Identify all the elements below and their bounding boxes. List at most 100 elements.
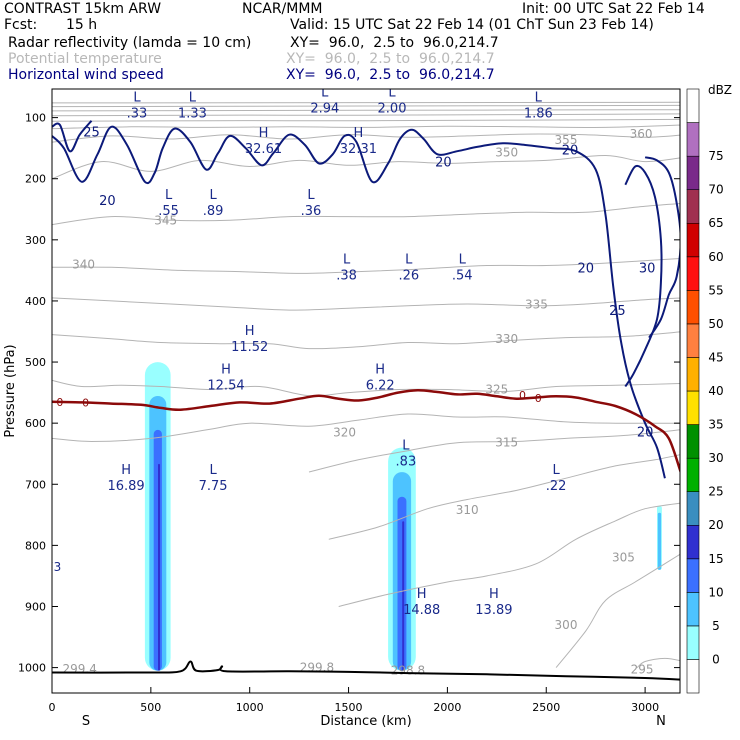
reflectivity-cell-1-layer-3 — [397, 496, 407, 671]
wind-contours: 25 20 20 20 20 25 30 20 — [52, 120, 680, 479]
wind-label-0: 25 — [83, 126, 100, 141]
colorbar-label-10: 10 — [708, 585, 723, 599]
field-wind: Horizontal wind speed — [8, 67, 164, 83]
y-tick-label-700: 700 — [25, 478, 46, 491]
annotation-H-marker-20: H — [417, 587, 427, 602]
annotation-L-value-18: 7.75 — [199, 479, 228, 494]
wind-label-3: 20 — [562, 143, 579, 158]
annotation-L-marker-1: L — [189, 90, 197, 105]
wind-label-4: 20 — [578, 261, 595, 276]
annotation-L-marker-11: L — [405, 252, 413, 267]
theta-label-16: 298.8 — [391, 664, 425, 678]
freezing-level-label-3: 0 — [535, 392, 542, 405]
annotation-L-value-4: 1.86 — [524, 106, 553, 121]
x-tick-label-0: 0 — [49, 701, 56, 714]
annotation-H-marker-13: H — [245, 324, 255, 339]
wind-contour-0-20 — [52, 125, 666, 479]
theta-contour-320 — [52, 413, 680, 443]
colorbar-bin-14 — [686, 189, 700, 224]
annotation-L-marker-2: L — [321, 86, 329, 101]
colorbar-bin-12 — [686, 256, 700, 291]
annotation-L-marker-8: L — [209, 188, 217, 203]
theta-contour-385 — [52, 101, 680, 104]
wind-label-7: 20 — [637, 426, 654, 441]
theta-label-11: 350 — [495, 145, 518, 159]
annotation-L-marker-18: L — [209, 463, 217, 478]
theta-contour-345 — [52, 203, 680, 226]
annotation-L-value-7: .55 — [158, 204, 179, 219]
annotation-L-value-8: .89 — [203, 204, 224, 219]
freezing-level-label-1: 0 — [82, 396, 89, 409]
annotation-L-value-19: .22 — [546, 479, 567, 494]
colorbar-bin-17 — [686, 88, 700, 123]
theta-label-3: 330 — [495, 332, 518, 346]
annotation-L-marker-19: L — [552, 463, 560, 478]
reflectivity-cell-1-layer-4 — [402, 521, 405, 671]
y-tick-label-300: 300 — [25, 234, 46, 247]
annotation-H-marker-15: H — [375, 362, 385, 377]
header-model: CONTRAST 15km ARW — [4, 1, 162, 17]
theta-contour-370 — [52, 113, 680, 117]
annotation-H-marker-17: H — [121, 463, 131, 478]
annotation-H-marker-14: H — [221, 362, 231, 377]
theta-contour-375 — [52, 109, 680, 112]
x-tick-label-2000: 2000 — [433, 701, 461, 714]
colorbar-bin-15 — [686, 155, 700, 191]
annotation-H-value-20: 14.88 — [403, 603, 440, 618]
colorbar-label-65: 65 — [708, 216, 723, 230]
x-tick-label-500: 500 — [140, 701, 161, 714]
terrain-line — [52, 660, 680, 681]
field-reflectivity: Radar reflectivity (lamda = 10 cm) — [8, 35, 252, 51]
annotation-L-marker-4: L — [535, 90, 543, 105]
x-axis-label: Distance (km) — [320, 714, 411, 729]
colorbar-label-50: 50 — [708, 317, 723, 331]
theta-label-1: 340 — [72, 257, 95, 271]
reflectivity-layer — [144, 362, 662, 671]
y-tick-label-600: 600 — [25, 417, 46, 430]
annotation-H-marker-21: H — [489, 587, 499, 602]
theta-label-12: 355 — [555, 133, 578, 147]
annotation-L-marker-3: L — [388, 86, 396, 101]
wind-label-6: 30 — [639, 261, 656, 276]
colorbar-bin-6 — [686, 457, 700, 493]
annotation-L-marker-12: L — [459, 252, 467, 267]
freezing-level-label-2: 0 — [519, 389, 526, 402]
reflectivity-cell-0-layer-4 — [158, 463, 160, 671]
annotation-H-value-5: 32.61 — [245, 142, 282, 157]
colorbar-bin-2 — [686, 591, 700, 627]
colorbar-bin-8 — [686, 390, 700, 425]
x-tick-label-1000: 1000 — [236, 701, 264, 714]
x-end-label-north: N — [656, 714, 666, 729]
x-tick-label-3000: 3000 — [631, 701, 659, 714]
annotation-H-value-15: 6.22 — [366, 378, 395, 393]
colorbar-label-60: 60 — [708, 250, 723, 264]
y-tick-label-500: 500 — [25, 356, 46, 369]
annotation-H-marker-5: H — [259, 126, 269, 141]
colorbar-bin-9 — [686, 357, 700, 392]
field-theta-xy: XY= 96.0, 2.5 to 96.0,214.7 — [286, 51, 495, 67]
theta-label-10: 295 — [631, 662, 654, 676]
y-tick-label-100: 100 — [25, 112, 46, 125]
terrain — [52, 660, 680, 681]
y-axis-label: Pressure (hPa) — [3, 344, 18, 437]
annotation-H-value-21: 13.89 — [475, 603, 512, 618]
y-tick-label-1000: 1000 — [18, 662, 46, 675]
annotation-H-value-13: 11.52 — [231, 340, 268, 355]
theta-contour-315 — [308, 429, 680, 473]
y-tick-label-400: 400 — [25, 295, 46, 308]
field-theta: Potential temperature — [8, 51, 162, 67]
header-org: NCAR/MMM — [242, 1, 323, 17]
colorbar-label-0: 0 — [712, 652, 720, 666]
header-fcst-value: 15 h — [66, 17, 98, 33]
freezing-level: 0 00 0 — [52, 388, 680, 474]
theta-label-4: 325 — [485, 383, 508, 397]
annotation-L-value-1: 1.33 — [178, 106, 207, 121]
theta-contour-360 — [52, 124, 680, 130]
theta-contour-365 — [52, 118, 680, 122]
theta-contour-325 — [52, 379, 680, 397]
header-valid: Valid: 15 UTC Sat 22 Feb 14 (01 ChT Sun … — [290, 17, 654, 33]
theta-label-13: 360 — [630, 127, 653, 141]
y-tick-label-800: 800 — [25, 539, 46, 552]
theta-contour-340 — [52, 257, 680, 274]
annotation-L-marker-9: L — [307, 188, 315, 203]
